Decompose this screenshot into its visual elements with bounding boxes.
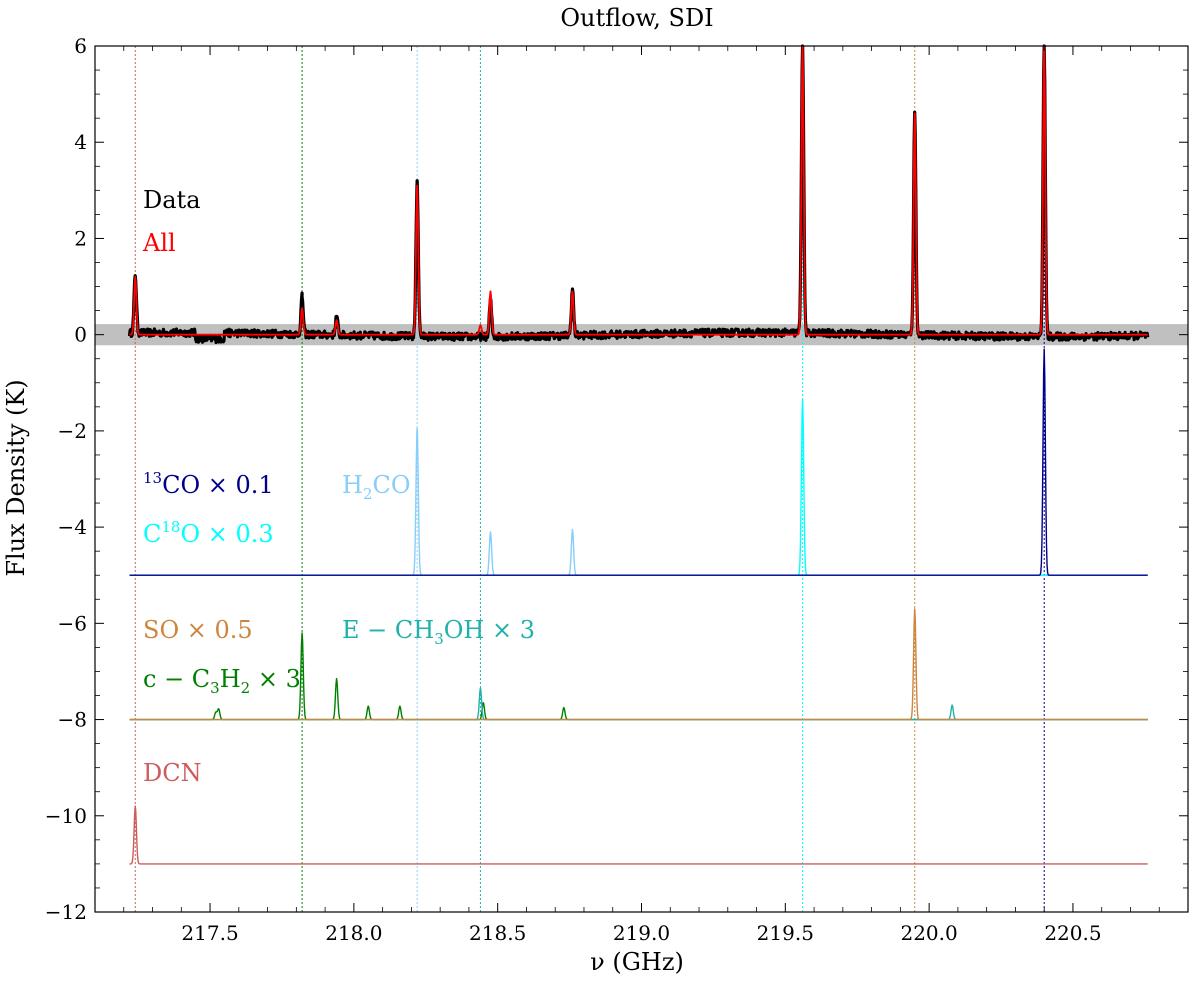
series-co13 [129,348,1148,576]
y-axis-label: Flux Density (K) [2,379,30,576]
x-tick-label-5: 220.0 [900,921,957,945]
legend-ch3oh-b: OH × 3 [444,616,535,644]
legend-ch3oh-sub: 3 [434,630,444,648]
legend-c3h2-c: × 3 [250,665,301,693]
legend-c3h2-sub2: 2 [241,679,251,697]
series-dcn [129,805,1148,865]
ticks-layer: 217.5 218.0 218.5 219.0 219.5 220.0 220.5 6 4 2 0 −… [45,34,1188,945]
legend-ch3oh: E − CH3OH × 3 [342,616,535,648]
line-markers-layer [134,46,1045,912]
y-tick-label-3: 0 [74,323,87,347]
legend-c18o-b: O × 0.3 [180,520,273,548]
series-h2co [129,427,1148,576]
legend-c18o-sup: 18 [161,518,180,536]
legend-h2co-a: H [342,471,363,499]
legend-so-text: SO × 0.5 [143,616,253,644]
legend-c3h2-a: c − C [143,665,210,693]
legend-all-text: All [142,229,176,257]
y-tick-label-4: −2 [58,419,87,443]
series-c18o [129,398,1148,576]
series-so [129,608,1148,721]
legend-data: Data [143,186,201,214]
series-data [127,44,1150,345]
x-tick-label-4: 219.5 [757,921,814,945]
legend-data-text: Data [143,186,201,214]
legend-c3h2-b: H [220,665,241,693]
y-tick-label-7: −8 [58,708,87,732]
legend-ch3oh-a: E − CH [342,616,434,644]
legend-dcn: DCN [143,759,202,787]
legend-h2co-sub: 2 [363,485,373,503]
legend-13co-text: CO × 0.1 [162,471,274,499]
series-layer [127,44,1150,865]
legend-h2co: H2CO [342,471,411,503]
legend-h2co-b: CO [372,471,410,499]
x-tick-label-1: 218.0 [325,921,382,945]
y-tick-label-2: 2 [74,226,87,250]
legend-c18o-a: C [143,520,161,548]
y-tick-label-1: 4 [74,130,87,154]
legend-13co: 13CO × 0.1 [143,469,274,499]
chart-title: Outflow, SDI [560,4,713,32]
legend-c3h2: c − C3H2 × 3 [143,665,301,697]
x-tick-label-6: 220.5 [1044,921,1101,945]
legend-c18o: C18O × 0.3 [143,518,274,548]
y-tick-label-5: −4 [58,515,87,539]
x-axis-label: ν (GHz) [590,948,684,976]
legend-all: All [142,229,176,257]
legend-dcn-text: DCN [143,759,202,787]
x-tick-label-2: 218.5 [469,921,526,945]
series-all [129,45,1149,336]
x-tick-label-3: 219.0 [613,921,670,945]
y-tick-label-8: −10 [45,804,87,828]
x-tick-label-0: 217.5 [181,921,238,945]
legend-13co-sup: 13 [143,469,162,487]
legend-so: SO × 0.5 [143,616,253,644]
y-tick-label-0: 6 [74,34,87,58]
y-tick-label-9: −12 [45,900,87,924]
y-tick-label-6: −6 [58,611,87,635]
legend-c3h2-sub: 3 [210,679,220,697]
